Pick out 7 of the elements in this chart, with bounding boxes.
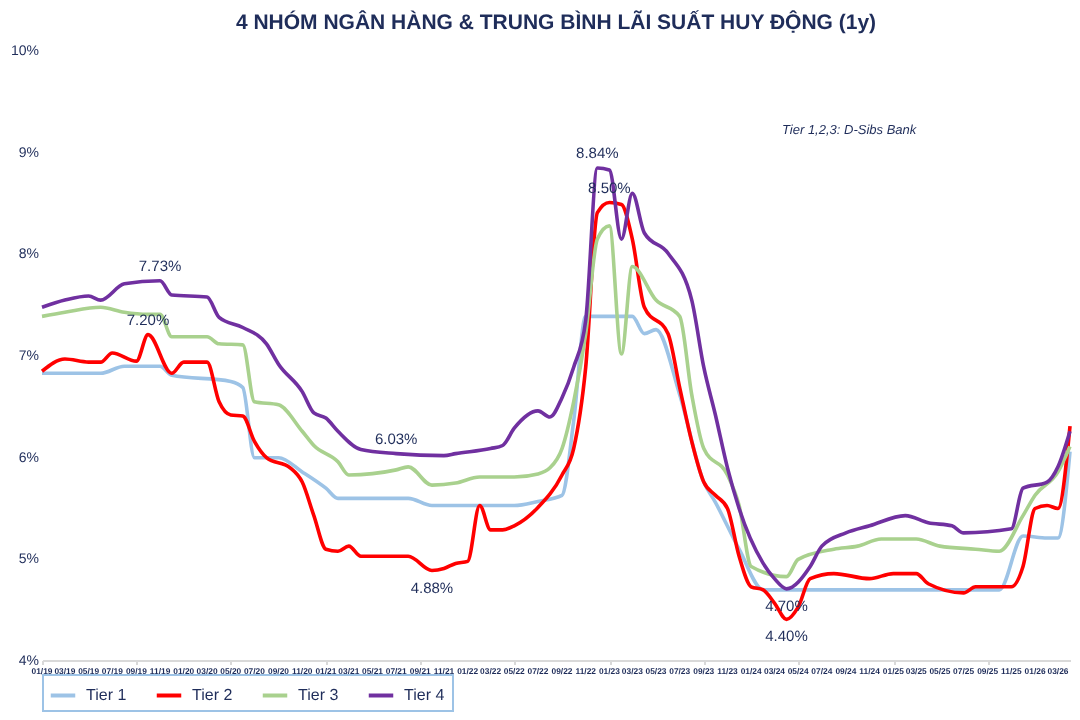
line-series [40, 314, 1072, 592]
line-series [40, 224, 1072, 579]
legend-label: Tier 3 [298, 685, 340, 704]
chart-title: 4 NHÓM NGÂN HÀNG & TRUNG BÌNH LÃI SUẤT HUY ĐỘNG (1y) [235, 9, 877, 35]
legend-label: Tier 1 [86, 685, 128, 704]
legend-label: Tier 4 [404, 685, 446, 704]
legend-label: Tier 2 [192, 685, 234, 704]
